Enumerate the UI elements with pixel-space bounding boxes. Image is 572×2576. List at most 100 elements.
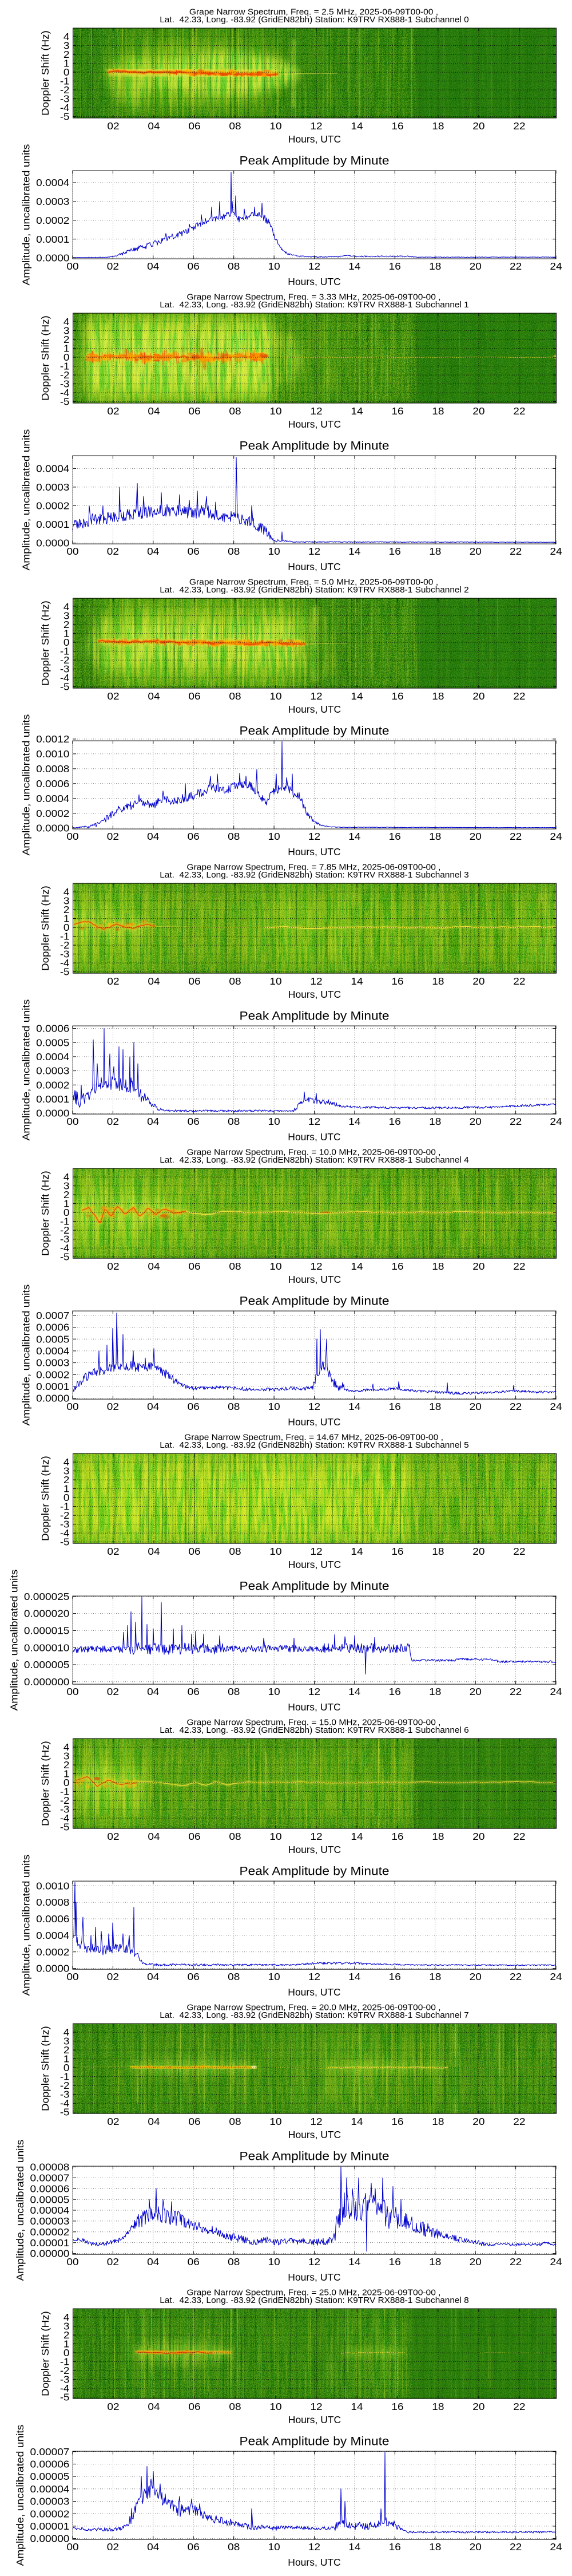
svg-text:Lat. 42.33, Long. -83.92 (Gri: Lat. 42.33, Long. -83.92 (GridEN82bh) St… xyxy=(160,871,469,880)
svg-text:Hours, UTC: Hours, UTC xyxy=(288,1701,341,1712)
svg-text:12: 12 xyxy=(308,1401,320,1412)
svg-text:16: 16 xyxy=(391,2116,403,2127)
svg-text:24: 24 xyxy=(550,1971,562,1982)
svg-text:Hours, UTC: Hours, UTC xyxy=(288,989,341,1000)
svg-text:10: 10 xyxy=(269,975,281,987)
svg-text:08: 08 xyxy=(228,260,240,272)
svg-text:22: 22 xyxy=(513,1261,525,1272)
svg-text:08: 08 xyxy=(229,1261,241,1272)
svg-text:0.00005: 0.00005 xyxy=(30,2471,70,2482)
svg-text:Lat. 42.33, Long. -83.92 (Gri: Lat. 42.33, Long. -83.92 (GridEN82bh) St… xyxy=(160,2296,469,2305)
svg-text:08: 08 xyxy=(229,975,241,987)
svg-text:0.0000: 0.0000 xyxy=(36,1108,70,1119)
svg-text:0.0001: 0.0001 xyxy=(36,1381,69,1392)
svg-text:22: 22 xyxy=(510,1401,522,1412)
svg-text:-5: -5 xyxy=(60,111,70,123)
svg-text:16: 16 xyxy=(389,831,401,842)
svg-text:14: 14 xyxy=(348,2256,360,2267)
svg-text:0: 0 xyxy=(63,66,70,78)
svg-text:04: 04 xyxy=(147,1971,159,1982)
svg-text:24: 24 xyxy=(550,260,562,272)
svg-text:Lat. 42.33, Long. -83.92 (Gri: Lat. 42.33, Long. -83.92 (GridEN82bh) St… xyxy=(160,1156,469,1165)
svg-text:0.00003: 0.00003 xyxy=(30,2215,70,2227)
svg-text:18: 18 xyxy=(429,2256,441,2267)
svg-text:24: 24 xyxy=(550,2541,562,2553)
svg-text:08: 08 xyxy=(228,1116,240,1127)
svg-text:Peak Amplitude by Minute: Peak Amplitude by Minute xyxy=(240,1295,390,1308)
svg-text:3: 3 xyxy=(63,2036,70,2047)
svg-text:16: 16 xyxy=(391,1261,403,1272)
svg-text:Lat. 42.33, Long. -83.92 (Gri: Lat. 42.33, Long. -83.92 (GridEN82bh) St… xyxy=(160,586,469,595)
svg-text:4: 4 xyxy=(63,1456,70,1468)
svg-text:1: 1 xyxy=(63,1768,70,1780)
svg-text:0.00002: 0.00002 xyxy=(30,2226,70,2238)
svg-text:1: 1 xyxy=(63,2338,70,2350)
svg-text:3: 3 xyxy=(63,40,70,52)
svg-text:-1: -1 xyxy=(60,1501,70,1512)
svg-text:22: 22 xyxy=(510,831,522,842)
svg-text:-3: -3 xyxy=(60,1804,70,1815)
svg-text:06: 06 xyxy=(188,2541,200,2553)
svg-text:24: 24 xyxy=(550,1401,562,1412)
svg-text:0.0010: 0.0010 xyxy=(36,748,70,760)
svg-text:18: 18 xyxy=(429,1401,441,1412)
svg-text:10: 10 xyxy=(269,405,281,417)
svg-text:Grape Narrow Spectrum, Freq. =: Grape Narrow Spectrum, Freq. = 3.33 MHz,… xyxy=(187,293,441,302)
svg-text:22: 22 xyxy=(510,1971,522,1982)
svg-text:18: 18 xyxy=(432,1546,444,1557)
svg-text:Peak Amplitude by Minute: Peak Amplitude by Minute xyxy=(240,725,390,738)
svg-text:-1: -1 xyxy=(60,1786,70,1797)
svg-text:0.0002: 0.0002 xyxy=(36,1369,69,1380)
svg-text:04: 04 xyxy=(148,975,160,987)
svg-text:02: 02 xyxy=(107,831,119,842)
svg-text:02: 02 xyxy=(107,1831,119,1842)
svg-text:18: 18 xyxy=(432,690,444,702)
svg-text:04: 04 xyxy=(147,2256,159,2267)
svg-text:14: 14 xyxy=(351,1831,363,1842)
svg-text:0: 0 xyxy=(63,351,70,363)
svg-text:18: 18 xyxy=(429,260,441,272)
svg-text:Amplitude, uncalibrated units: Amplitude, uncalibrated units xyxy=(21,999,32,1140)
svg-text:18: 18 xyxy=(432,1831,444,1842)
svg-text:02: 02 xyxy=(107,690,119,702)
svg-text:18: 18 xyxy=(432,1261,444,1272)
svg-text:08: 08 xyxy=(228,1686,240,1697)
svg-text:20: 20 xyxy=(470,831,482,842)
svg-text:14: 14 xyxy=(351,405,363,417)
svg-text:Hours, UTC: Hours, UTC xyxy=(288,1274,341,1285)
svg-text:-2: -2 xyxy=(60,1795,70,1806)
svg-text:16: 16 xyxy=(391,405,403,417)
svg-text:12: 12 xyxy=(310,1261,322,1272)
svg-text:Doppler Shift (Hz): Doppler Shift (Hz) xyxy=(39,2026,51,2111)
svg-text:0.000020: 0.000020 xyxy=(24,1608,70,1619)
svg-text:08: 08 xyxy=(229,120,241,132)
svg-text:12: 12 xyxy=(310,975,322,987)
svg-text:-1: -1 xyxy=(60,931,70,942)
svg-text:10: 10 xyxy=(269,2401,281,2412)
svg-text:14: 14 xyxy=(348,546,360,557)
svg-text:-4: -4 xyxy=(60,2097,70,2109)
svg-text:18: 18 xyxy=(429,546,441,557)
svg-text:0.0004: 0.0004 xyxy=(36,463,70,475)
svg-text:-3: -3 xyxy=(60,1234,70,1245)
svg-text:0.0012: 0.0012 xyxy=(36,733,69,745)
svg-text:0: 0 xyxy=(63,1492,70,1503)
svg-text:0.00006: 0.00006 xyxy=(30,2183,70,2194)
svg-text:18: 18 xyxy=(429,831,441,842)
svg-text:-2: -2 xyxy=(60,2080,70,2091)
svg-text:08: 08 xyxy=(229,2116,241,2127)
svg-text:Doppler Shift (Hz): Doppler Shift (Hz) xyxy=(39,1456,51,1541)
svg-text:06: 06 xyxy=(188,1401,200,1412)
svg-text:0: 0 xyxy=(63,1777,70,1788)
svg-text:1: 1 xyxy=(63,2053,70,2065)
svg-text:22: 22 xyxy=(510,546,522,557)
svg-text:08: 08 xyxy=(229,2401,241,2412)
svg-text:16: 16 xyxy=(391,690,403,702)
svg-text:14: 14 xyxy=(348,2541,360,2553)
svg-text:2: 2 xyxy=(63,1759,70,1771)
svg-text:08: 08 xyxy=(229,1831,241,1842)
svg-text:-5: -5 xyxy=(60,1536,70,1548)
svg-text:08: 08 xyxy=(228,546,240,557)
svg-text:20: 20 xyxy=(470,1971,482,1982)
svg-text:0.0004: 0.0004 xyxy=(36,793,70,804)
